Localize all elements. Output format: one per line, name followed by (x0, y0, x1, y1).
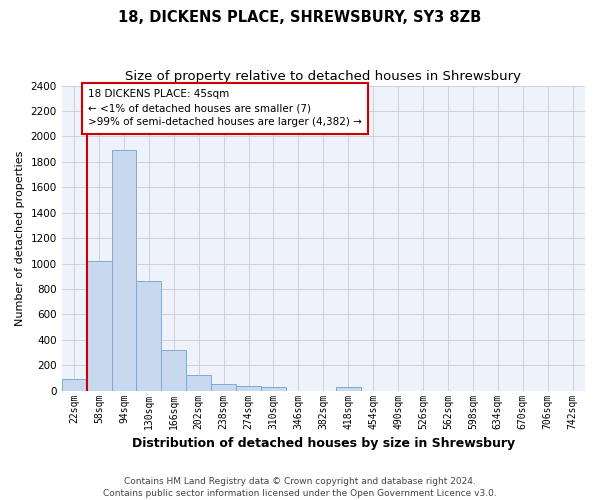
Text: 18, DICKENS PLACE, SHREWSBURY, SY3 8ZB: 18, DICKENS PLACE, SHREWSBURY, SY3 8ZB (118, 10, 482, 25)
Title: Size of property relative to detached houses in Shrewsbury: Size of property relative to detached ho… (125, 70, 521, 83)
Bar (161, 350, 186, 391)
Y-axis label: Number of detached properties: Number of detached properties (15, 150, 25, 326)
Bar (261, 387, 286, 390)
Bar (186, 376, 211, 390)
Bar (136, 282, 161, 391)
Text: 18 DICKENS PLACE: 45sqm
← <1% of detached houses are smaller (7)
>99% of semi-de: 18 DICKENS PLACE: 45sqm ← <1% of detache… (88, 90, 362, 128)
Bar (236, 386, 261, 390)
Bar (211, 384, 236, 390)
Text: Contains HM Land Registry data © Crown copyright and database right 2024.
Contai: Contains HM Land Registry data © Crown c… (103, 476, 497, 498)
X-axis label: Distribution of detached houses by size in Shrewsbury: Distribution of detached houses by size … (132, 437, 515, 450)
Bar (86, 261, 112, 390)
Bar (62, 379, 86, 390)
Bar (336, 387, 361, 390)
Bar (112, 150, 136, 390)
